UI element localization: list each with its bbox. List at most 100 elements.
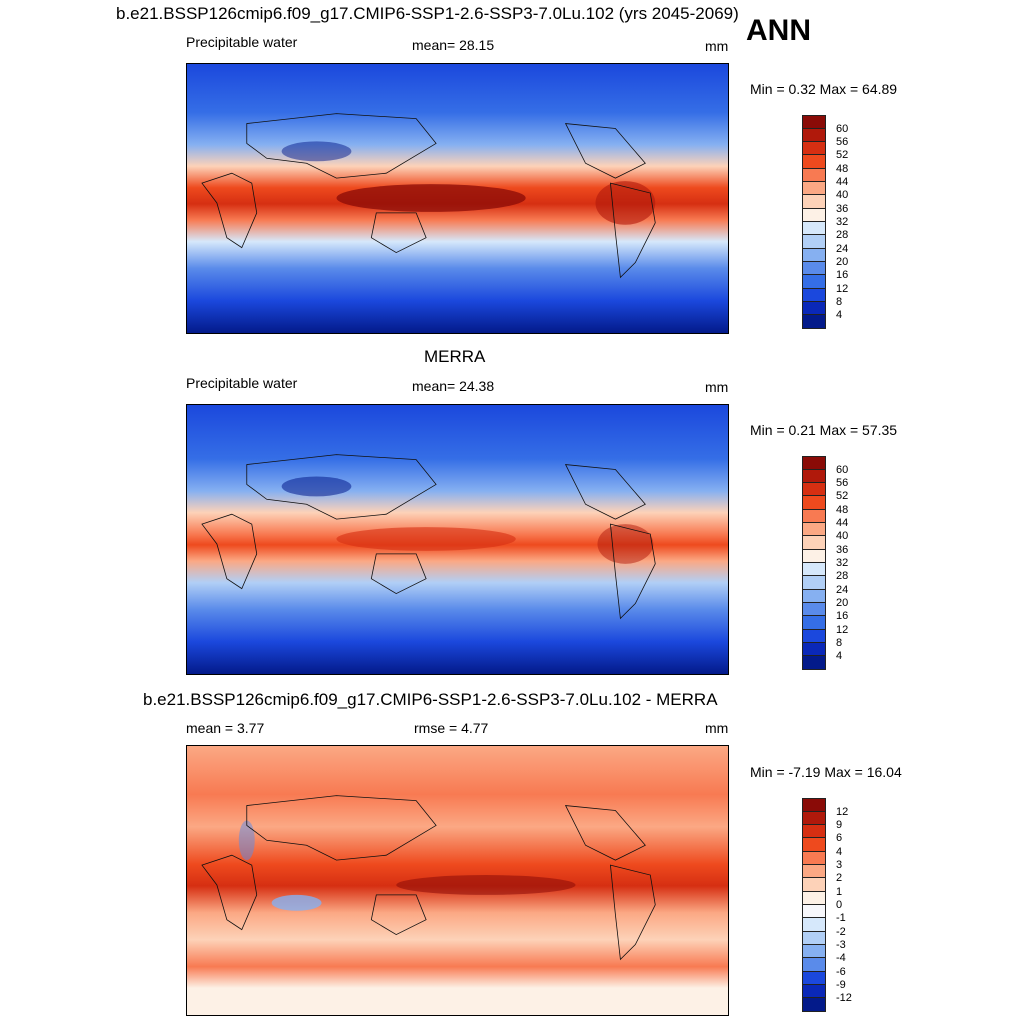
- colorbar-swatch: [802, 576, 826, 590]
- colorbar-swatch: [802, 812, 826, 825]
- panel-units-label: mm: [705, 379, 729, 395]
- colorbar-tick: 24: [836, 584, 849, 596]
- colorbar-tick: 16: [836, 269, 849, 281]
- colorbar-swatch: [802, 865, 826, 878]
- colorbar-tick: 32: [836, 557, 849, 569]
- colorbar-swatch: [802, 262, 826, 275]
- colorbar-tick: 4: [836, 846, 843, 858]
- panel-minmax-label: Min = 0.21 Max = 57.35: [750, 422, 898, 438]
- colorbar-tick: 9: [836, 819, 843, 831]
- colorbar-swatch: [802, 998, 826, 1012]
- colorbar-swatch: [802, 798, 826, 812]
- colorbar-swatch: [802, 182, 826, 195]
- colorbar-tick: 8: [836, 296, 843, 308]
- colorbar-tick: 40: [836, 189, 849, 201]
- colorbar-tick: 12: [836, 283, 849, 295]
- colorbar-swatch: [802, 630, 826, 643]
- colorbar-swatch: [802, 550, 826, 563]
- colorbar-tick: 12: [836, 806, 849, 818]
- colorbar-swatch: [802, 985, 826, 998]
- colorbar-tick: 56: [836, 477, 849, 489]
- colorbar-swatch: [802, 510, 826, 523]
- colorbar-swatch: [802, 838, 826, 852]
- panel-title-diff: b.e21.BSSP126cmip6.f09_g17.CMIP6-SSP1-2.…: [143, 690, 718, 709]
- colorbar-swatch: [802, 209, 826, 222]
- colorbar-swatch: [802, 656, 826, 670]
- panel-minmax-label: Min = -7.19 Max = 16.04: [750, 764, 902, 780]
- colorbar-tick: 16: [836, 610, 849, 622]
- colorbar-tick: 40: [836, 530, 849, 542]
- colorbar-swatch: [802, 222, 826, 235]
- colorbar-swatch: [802, 918, 826, 932]
- colorbar-swatch: [802, 275, 826, 289]
- panel-mean-label: mean= 28.15: [412, 37, 495, 53]
- colorbar-tick: 4: [836, 650, 843, 662]
- colorbar-tick: 6: [836, 832, 843, 844]
- colorbar-swatch: [802, 590, 826, 603]
- map-difference: [186, 745, 729, 1016]
- colorbar-tick: 60: [836, 464, 849, 476]
- colorbar-swatch: [802, 563, 826, 576]
- map-merra-precipitable-water: [186, 404, 729, 675]
- colorbar-tick: 32: [836, 216, 849, 228]
- colorbar-swatch: [802, 155, 826, 169]
- colorbar-tick: 28: [836, 229, 849, 241]
- colorbar-swatch: [802, 945, 826, 958]
- colorbar-tick: -9: [836, 979, 846, 991]
- panel-title-model: b.e21.BSSP126cmip6.f09_g17.CMIP6-SSP1-2.…: [116, 4, 739, 23]
- colorbar-tick: 48: [836, 504, 849, 516]
- panel-variable-label: Precipitable water: [186, 375, 298, 391]
- colorbar-swatch: [802, 852, 826, 865]
- colorbar-tick: 52: [836, 149, 849, 161]
- colorbar-swatch: [802, 878, 826, 892]
- colorbar-swatch: [802, 643, 826, 656]
- colorbar-tick: 20: [836, 256, 849, 268]
- colorbar-tick: 36: [836, 203, 849, 215]
- colorbar-tick: 4: [836, 309, 843, 321]
- colorbar-swatch: [802, 129, 826, 142]
- colorbar-swatch: [802, 289, 826, 302]
- colorbar-tick: 48: [836, 163, 849, 175]
- panel-variable-label: Precipitable water: [186, 34, 298, 50]
- colorbar-model: [802, 115, 826, 329]
- colorbar-tick: 0: [836, 899, 843, 911]
- colorbar-tick: 20: [836, 597, 849, 609]
- colorbar-tick: 60: [836, 123, 849, 135]
- colorbar-tick: -4: [836, 952, 846, 964]
- colorbar-tick: 44: [836, 176, 849, 188]
- colorbar-obs: [802, 456, 826, 670]
- colorbar-swatch: [802, 249, 826, 262]
- colorbar-tick: 52: [836, 490, 849, 502]
- colorbar-swatch: [802, 972, 826, 985]
- colorbar-swatch: [802, 616, 826, 630]
- season-label: ANN: [746, 14, 811, 47]
- colorbar-tick: 56: [836, 136, 849, 148]
- panel-rmse-label: rmse = 4.77: [414, 720, 489, 736]
- colorbar-tick: 1: [836, 886, 843, 898]
- panel-title-obs: MERRA: [424, 347, 486, 366]
- colorbar-tick: 3: [836, 859, 843, 871]
- panel-minmax-label: Min = 0.32 Max = 64.89: [750, 81, 898, 97]
- colorbar-swatch: [802, 825, 826, 838]
- colorbar-swatch: [802, 932, 826, 945]
- colorbar-swatch: [802, 536, 826, 550]
- colorbar-swatch: [802, 523, 826, 536]
- colorbar-swatch: [802, 603, 826, 616]
- colorbar-swatch: [802, 470, 826, 483]
- panel-mean-label: mean = 3.77: [186, 720, 265, 736]
- colorbar-tick: 44: [836, 517, 849, 529]
- colorbar-swatch: [802, 169, 826, 182]
- colorbar-tick: -1: [836, 912, 846, 924]
- colorbar-tick: -12: [836, 992, 852, 1004]
- colorbar-swatch: [802, 195, 826, 209]
- panel-units-label: mm: [705, 720, 729, 736]
- colorbar-tick: -3: [836, 939, 846, 951]
- colorbar-tick: 2: [836, 872, 843, 884]
- map-model-precipitable-water: [186, 63, 729, 334]
- colorbar-swatch: [802, 958, 826, 972]
- colorbar-tick: -6: [836, 966, 846, 978]
- colorbar-swatch: [802, 235, 826, 249]
- colorbar-swatch: [802, 905, 826, 918]
- colorbar-tick: 24: [836, 243, 849, 255]
- colorbar-swatch: [802, 496, 826, 510]
